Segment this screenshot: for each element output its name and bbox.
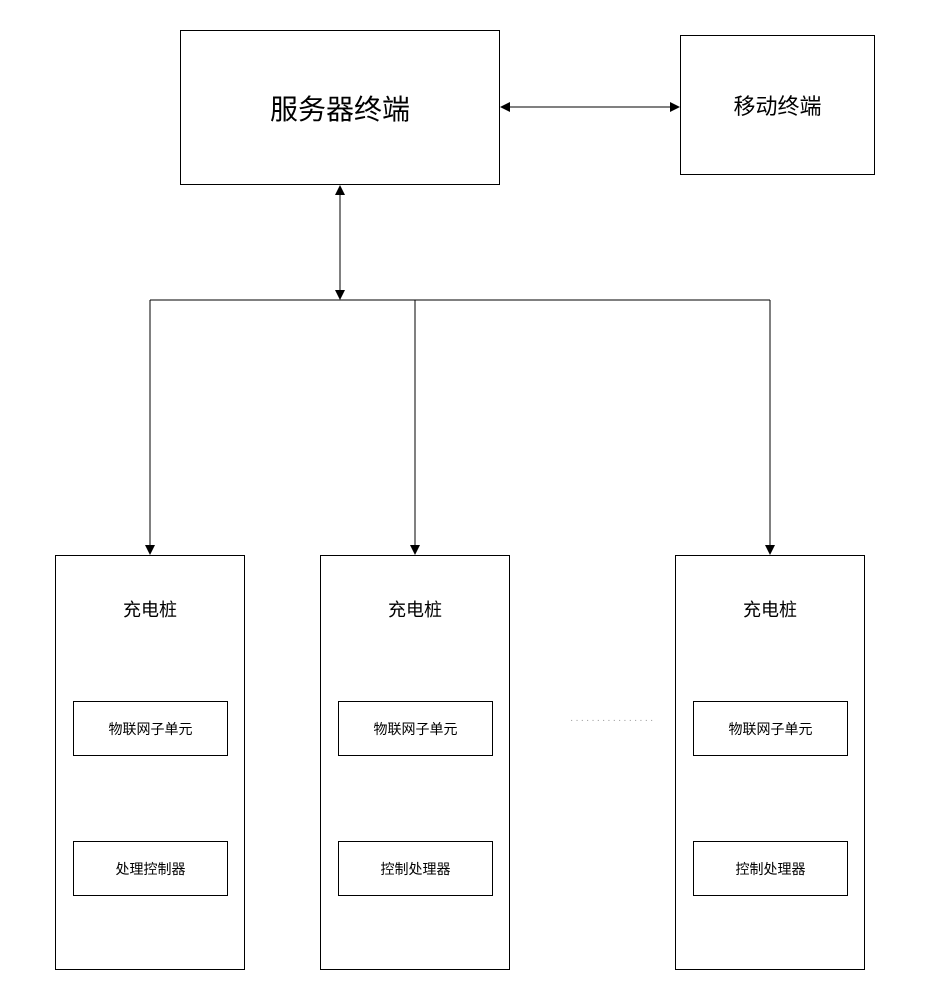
charging-pile-2: 充电桩 物联网子单元 控制处理器 (320, 555, 510, 970)
server-label: 服务器终端 (270, 88, 410, 128)
pile1-controller: 处理控制器 (73, 841, 228, 896)
bus-pile2-connector (408, 300, 422, 555)
charging-pile-3: 充电桩 物联网子单元 控制处理器 (675, 555, 865, 970)
pile1-title: 充电桩 (56, 596, 244, 622)
mobile-label: 移动终端 (733, 89, 821, 121)
pile3-controller: 控制处理器 (693, 841, 848, 896)
horizontal-bus (150, 297, 770, 303)
pile2-iot-subunit: 物联网子单元 (338, 701, 493, 756)
pile3-title: 充电桩 (676, 596, 864, 622)
pile3-iot-subunit: 物联网子单元 (693, 701, 848, 756)
pile1-subunit2-label: 处理控制器 (116, 859, 186, 879)
bus-pile1-connector (143, 300, 157, 555)
server-mobile-connector (500, 100, 680, 114)
pile2-controller: 控制处理器 (338, 841, 493, 896)
pile2-subunit1-label: 物联网子单元 (374, 719, 458, 739)
pile2-subunit2-label: 控制处理器 (381, 859, 451, 879)
pile3-subunit2-label: 控制处理器 (736, 859, 806, 879)
bus-pile3-connector (763, 300, 777, 555)
server-bus-connector (333, 185, 347, 300)
pile1-subunit1-label: 物联网子单元 (109, 719, 193, 739)
server-terminal-node: 服务器终端 (180, 30, 500, 185)
pile3-subunit1-label: 物联网子单元 (729, 719, 813, 739)
pile2-title: 充电桩 (321, 596, 509, 622)
charging-pile-1: 充电桩 物联网子单元 处理控制器 (55, 555, 245, 970)
mobile-terminal-node: 移动终端 (680, 35, 875, 175)
pile1-iot-subunit: 物联网子单元 (73, 701, 228, 756)
ellipsis-indicator: ················ (570, 715, 655, 726)
